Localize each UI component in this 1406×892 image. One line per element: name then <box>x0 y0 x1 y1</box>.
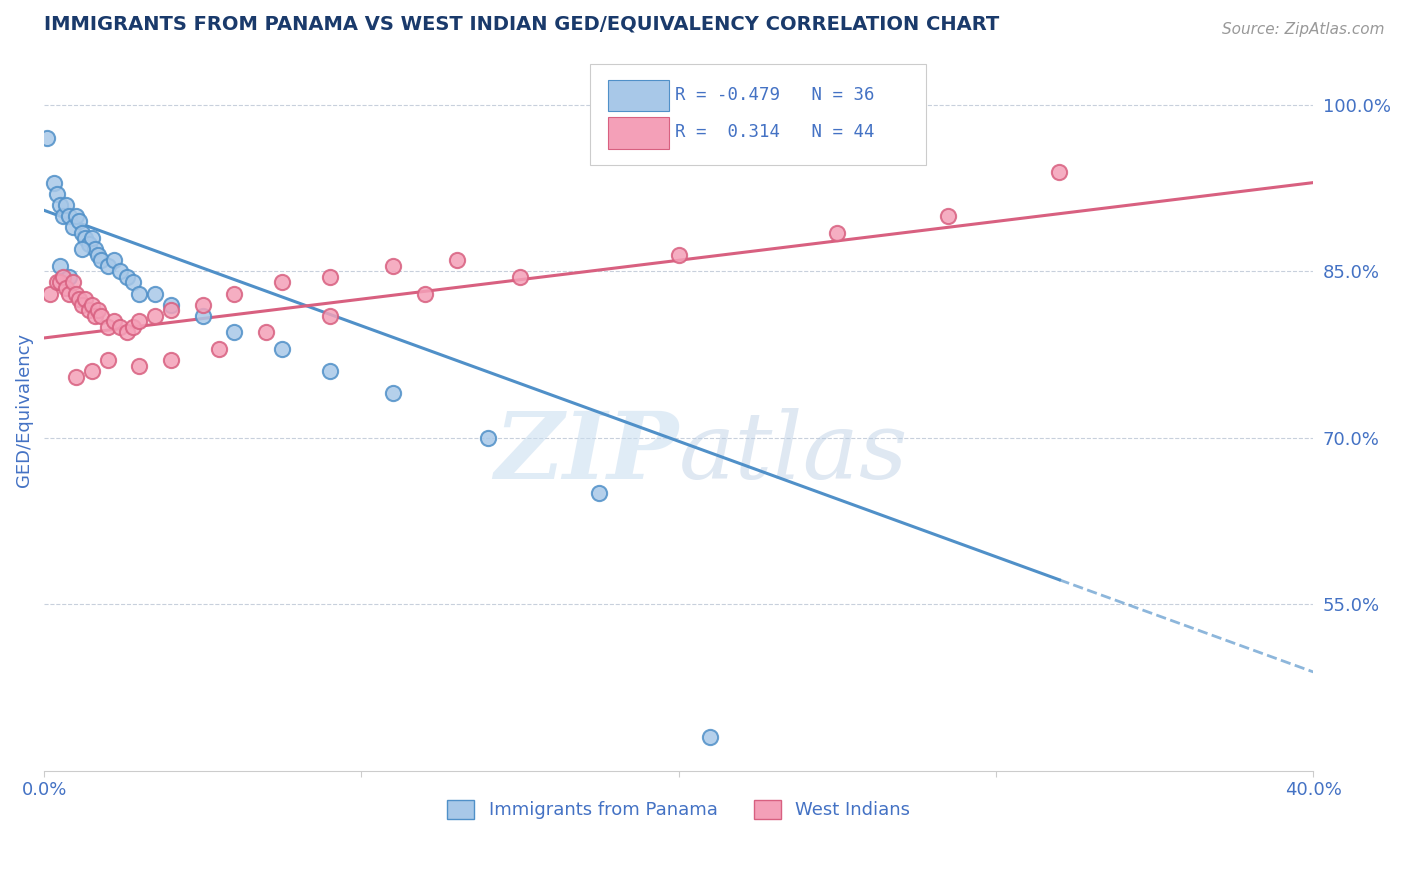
Point <box>65 286 87 301</box>
Point <box>160 298 183 312</box>
Point <box>477 431 499 445</box>
Point <box>191 309 214 323</box>
Point <box>224 326 246 340</box>
Point <box>115 326 138 340</box>
Point <box>382 259 405 273</box>
Text: R =  0.314   N = 44: R = 0.314 N = 44 <box>675 123 875 142</box>
Point <box>103 253 125 268</box>
Legend: Immigrants from Panama, West Indians: Immigrants from Panama, West Indians <box>440 793 918 827</box>
Point <box>39 286 62 301</box>
FancyBboxPatch shape <box>607 79 668 112</box>
Point <box>318 309 340 323</box>
Point <box>271 342 294 356</box>
Point <box>382 386 405 401</box>
Point <box>83 309 105 323</box>
Point <box>160 303 183 318</box>
Point <box>52 209 75 223</box>
Text: R = -0.479   N = 36: R = -0.479 N = 36 <box>675 86 875 103</box>
Point <box>58 286 80 301</box>
Point <box>446 253 468 268</box>
Point <box>49 259 72 273</box>
Point <box>110 264 132 278</box>
Point <box>70 298 93 312</box>
Point <box>254 326 277 340</box>
Point <box>699 731 721 745</box>
Point <box>80 231 103 245</box>
Point <box>143 309 166 323</box>
Point <box>55 281 77 295</box>
Text: atlas: atlas <box>679 409 908 499</box>
Text: Source: ZipAtlas.com: Source: ZipAtlas.com <box>1222 22 1385 37</box>
Point <box>191 298 214 312</box>
Point <box>70 242 93 256</box>
Point <box>318 364 340 378</box>
Point <box>49 276 72 290</box>
Point <box>42 176 65 190</box>
Point <box>160 353 183 368</box>
Point <box>224 286 246 301</box>
Point <box>70 226 93 240</box>
Text: IMMIGRANTS FROM PANAMA VS WEST INDIAN GED/EQUIVALENCY CORRELATION CHART: IMMIGRANTS FROM PANAMA VS WEST INDIAN GE… <box>44 15 1000 34</box>
Point <box>271 276 294 290</box>
Point <box>128 286 150 301</box>
Point <box>37 131 59 145</box>
Point <box>45 276 67 290</box>
FancyBboxPatch shape <box>591 64 927 165</box>
Point <box>62 219 84 234</box>
Point <box>58 209 80 223</box>
Point <box>62 276 84 290</box>
Point <box>83 242 105 256</box>
Point <box>588 486 610 500</box>
FancyBboxPatch shape <box>607 117 668 149</box>
Point <box>80 298 103 312</box>
Point <box>827 226 849 240</box>
Point <box>65 209 87 223</box>
Point <box>80 364 103 378</box>
Y-axis label: GED/Equivalency: GED/Equivalency <box>15 333 32 487</box>
Point <box>97 319 120 334</box>
Point <box>90 253 112 268</box>
Point <box>110 319 132 334</box>
Point <box>413 286 436 301</box>
Point <box>115 269 138 284</box>
Point <box>143 286 166 301</box>
Point <box>122 319 145 334</box>
Point <box>77 236 100 251</box>
Point <box>45 186 67 201</box>
Point <box>49 198 72 212</box>
Point <box>938 209 960 223</box>
Point <box>87 303 110 318</box>
Point <box>97 353 120 368</box>
Point <box>77 303 100 318</box>
Point <box>58 269 80 284</box>
Point <box>103 314 125 328</box>
Point <box>318 269 340 284</box>
Point <box>207 342 229 356</box>
Point <box>509 269 531 284</box>
Point <box>128 314 150 328</box>
Point <box>128 359 150 373</box>
Point <box>52 269 75 284</box>
Point <box>67 292 90 306</box>
Point <box>65 369 87 384</box>
Point <box>75 292 97 306</box>
Point <box>668 248 690 262</box>
Point <box>122 276 145 290</box>
Point <box>87 248 110 262</box>
Point <box>97 259 120 273</box>
Text: ZIP: ZIP <box>495 409 679 499</box>
Point <box>55 198 77 212</box>
Point <box>90 309 112 323</box>
Point <box>75 231 97 245</box>
Point <box>1049 164 1071 178</box>
Point <box>67 214 90 228</box>
